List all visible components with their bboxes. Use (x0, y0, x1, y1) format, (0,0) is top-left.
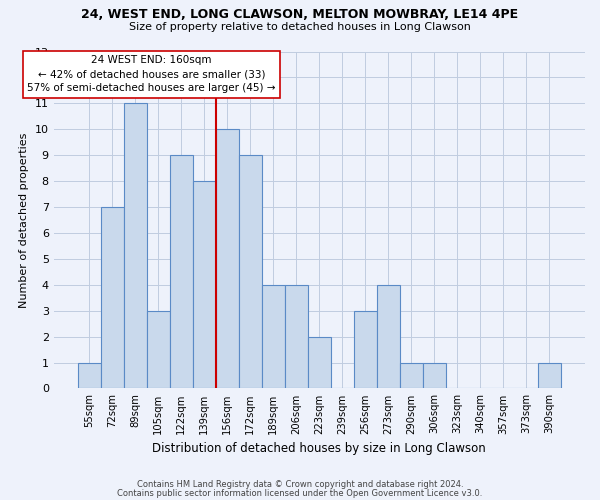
Bar (147, 310, 170, 388)
Bar (262, 285, 285, 389)
Bar (78, 362, 101, 388)
Bar (170, 155, 193, 388)
Bar (423, 362, 446, 388)
Text: 24, WEST END, LONG CLAWSON, MELTON MOWBRAY, LE14 4PE: 24, WEST END, LONG CLAWSON, MELTON MOWBR… (82, 8, 518, 20)
Bar (193, 181, 216, 388)
Text: Contains public sector information licensed under the Open Government Licence v3: Contains public sector information licen… (118, 488, 482, 498)
Bar (239, 155, 262, 388)
Bar (124, 104, 147, 389)
X-axis label: Distribution of detached houses by size in Long Clawson: Distribution of detached houses by size … (152, 442, 486, 455)
Text: Contains HM Land Registry data © Crown copyright and database right 2024.: Contains HM Land Registry data © Crown c… (137, 480, 463, 489)
Bar (216, 130, 239, 388)
Bar (538, 362, 561, 388)
Bar (285, 285, 308, 389)
Y-axis label: Number of detached properties: Number of detached properties (19, 132, 29, 308)
Bar (400, 362, 423, 388)
Bar (308, 336, 331, 388)
Bar (101, 207, 124, 388)
Text: Size of property relative to detached houses in Long Clawson: Size of property relative to detached ho… (129, 22, 471, 32)
Bar (377, 285, 400, 389)
Text: 24 WEST END: 160sqm
← 42% of detached houses are smaller (33)
57% of semi-detach: 24 WEST END: 160sqm ← 42% of detached ho… (27, 56, 275, 94)
Bar (354, 310, 377, 388)
